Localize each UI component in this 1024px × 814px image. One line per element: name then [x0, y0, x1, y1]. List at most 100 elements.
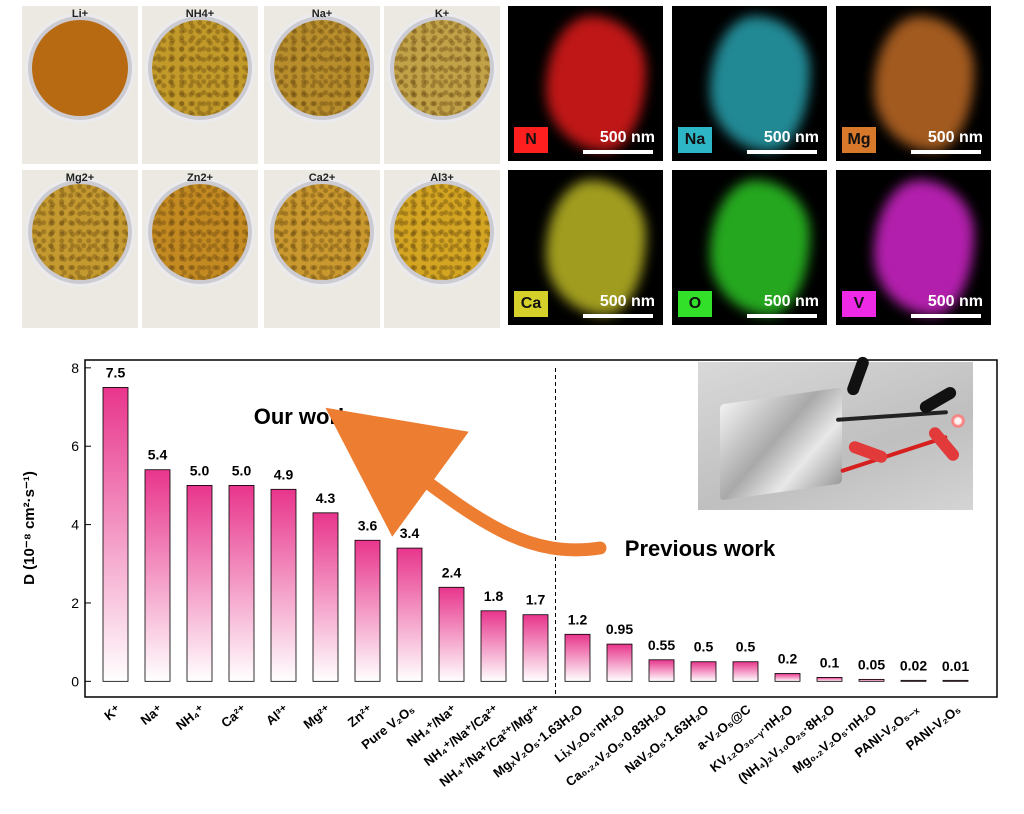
plot-frame — [84, 359, 998, 698]
bar-value-label: 4.3 — [316, 490, 336, 506]
bar — [690, 661, 717, 682]
scale-bar-label: 500 nm — [599, 293, 655, 310]
beaker-icon — [274, 20, 370, 116]
eds-map-mg: Mg 500 nm — [836, 6, 991, 161]
eds-map-v: V 500 nm — [836, 170, 991, 325]
x-tick-label: NH₄⁺ — [173, 701, 207, 733]
ion-label: Zn2+ — [187, 172, 213, 184]
scale-bar — [911, 150, 981, 154]
bar — [480, 610, 507, 682]
bar-value-label: 2.4 — [442, 564, 462, 580]
bar — [102, 387, 129, 682]
bar-value-label: 0.05 — [858, 656, 885, 672]
bar — [732, 661, 759, 682]
solution-photo: Ca2+ — [264, 170, 380, 328]
eds-map-grid: N 500 nm Na 500 nm Mg 500 nm Ca 500 nm O 500 nm V 5… — [508, 6, 998, 328]
solution-photo: K+ — [384, 6, 500, 164]
beaker-icon — [32, 184, 128, 280]
bar — [312, 512, 339, 682]
bar-value-label: 1.2 — [568, 611, 588, 627]
bar — [942, 679, 969, 682]
beaker-icon — [32, 20, 128, 116]
x-tick-label: Na⁺ — [138, 701, 166, 727]
bar-value-label: 5.4 — [148, 447, 168, 463]
beaker-icon — [152, 184, 248, 280]
solution-photo-grid: Li+ NH4+ Na+ K+ Mg2+ Zn2+ Ca2+ Al3+ — [22, 6, 508, 328]
scale-bar — [583, 314, 653, 318]
solution-photo: Li+ — [22, 6, 138, 164]
beaker-icon — [394, 184, 490, 280]
bar-value-label: 0.55 — [648, 637, 675, 653]
solution-photo: NH4+ — [142, 6, 258, 164]
element-label: Na — [678, 127, 712, 153]
diffusion-coefficient-chart: 0 2 4 6 8 7.5 5.4 5.0 5.0 4.9 4.3 3.6 3.4 2.4 1.8 1.7 1… — [21, 359, 998, 790]
beaker-icon — [152, 20, 248, 116]
x-tick-label: Ca²⁺ — [218, 701, 249, 730]
bar-value-label: 0.02 — [900, 658, 927, 674]
element-distribution — [710, 16, 810, 151]
bar-series: 7.5 5.4 5.0 5.0 4.9 4.3 3.6 3.4 2.4 1.8 1.7 1.2 0.95… — [102, 364, 969, 682]
bar — [858, 678, 885, 682]
scale-bar — [911, 314, 981, 318]
eds-map-n: N 500 nm — [508, 6, 663, 161]
bar — [564, 633, 591, 682]
scale-bar — [747, 150, 817, 154]
solution-photo: Mg2+ — [22, 170, 138, 328]
ion-label: Li+ — [71, 8, 89, 20]
red-clip-icon-2 — [926, 424, 962, 464]
x-tick-labels: K⁺ Na⁺ NH₄⁺ Ca²⁺ Al³⁺ Mg²⁺ Zn²⁺Pure V₂O₅NH₄⁺/N… — [101, 701, 963, 789]
element-distribution — [874, 180, 974, 315]
x-tick-label: Al³⁺ — [263, 701, 291, 728]
bar-value-label: 0.01 — [942, 658, 969, 674]
y-tick-label: 2 — [71, 595, 79, 611]
black-clip-icon — [845, 355, 871, 397]
solution-photo: Na+ — [264, 6, 380, 164]
bar-value-label: 3.6 — [358, 517, 378, 533]
element-label: O — [678, 291, 712, 317]
y-tick-label: 0 — [71, 673, 79, 689]
led-icon — [951, 414, 965, 428]
bar-value-label: 1.8 — [484, 588, 504, 604]
bar-value-label: 5.0 — [190, 462, 210, 478]
ion-label: NH4+ — [185, 8, 215, 20]
bar — [396, 547, 423, 682]
eds-map-ca: Ca 500 nm — [508, 170, 663, 325]
bar-value-label: 0.5 — [736, 639, 756, 655]
bar — [270, 488, 297, 682]
curved-arrow-icon — [325, 407, 607, 557]
eds-map-o: O 500 nm — [672, 170, 827, 325]
bar-value-label: 0.1 — [820, 654, 840, 670]
bar-value-label: 0.95 — [606, 621, 633, 637]
bar — [774, 673, 801, 682]
bar — [354, 539, 381, 682]
ion-label: Al3+ — [430, 172, 454, 184]
element-label: N — [514, 127, 548, 153]
y-axis: 0 2 4 6 8 — [71, 360, 91, 689]
scale-bar-label: 500 nm — [763, 293, 819, 310]
bar-value-label: 0.2 — [778, 650, 798, 666]
solution-photo: Al3+ — [384, 170, 500, 328]
element-label: V — [842, 291, 876, 317]
ion-label: Na+ — [311, 8, 333, 20]
bar-value-label: 0.5 — [694, 639, 714, 655]
y-tick-label: 8 — [71, 360, 79, 376]
y-axis-label: D (10⁻⁸ cm²·s⁻¹) — [21, 471, 38, 585]
our-work-label: Our work — [254, 404, 351, 429]
scale-bar — [583, 150, 653, 154]
element-label: Mg — [842, 127, 876, 153]
pouch-cell-icon — [720, 387, 842, 501]
x-tick-label: K⁺ — [101, 701, 123, 723]
element-distribution — [874, 16, 974, 151]
bar-value-label: 1.7 — [526, 592, 546, 608]
element-label: Ca — [514, 291, 548, 317]
bar — [606, 643, 633, 682]
bar — [648, 659, 675, 682]
bar-value-label: 7.5 — [106, 364, 126, 380]
solution-photo: Zn2+ — [142, 170, 258, 328]
bar — [186, 484, 213, 682]
bar — [438, 586, 465, 682]
bar-value-label: 3.4 — [400, 525, 420, 541]
bar — [228, 484, 255, 682]
bar — [522, 614, 549, 682]
x-tick-label: Mg²⁺ — [300, 701, 333, 731]
